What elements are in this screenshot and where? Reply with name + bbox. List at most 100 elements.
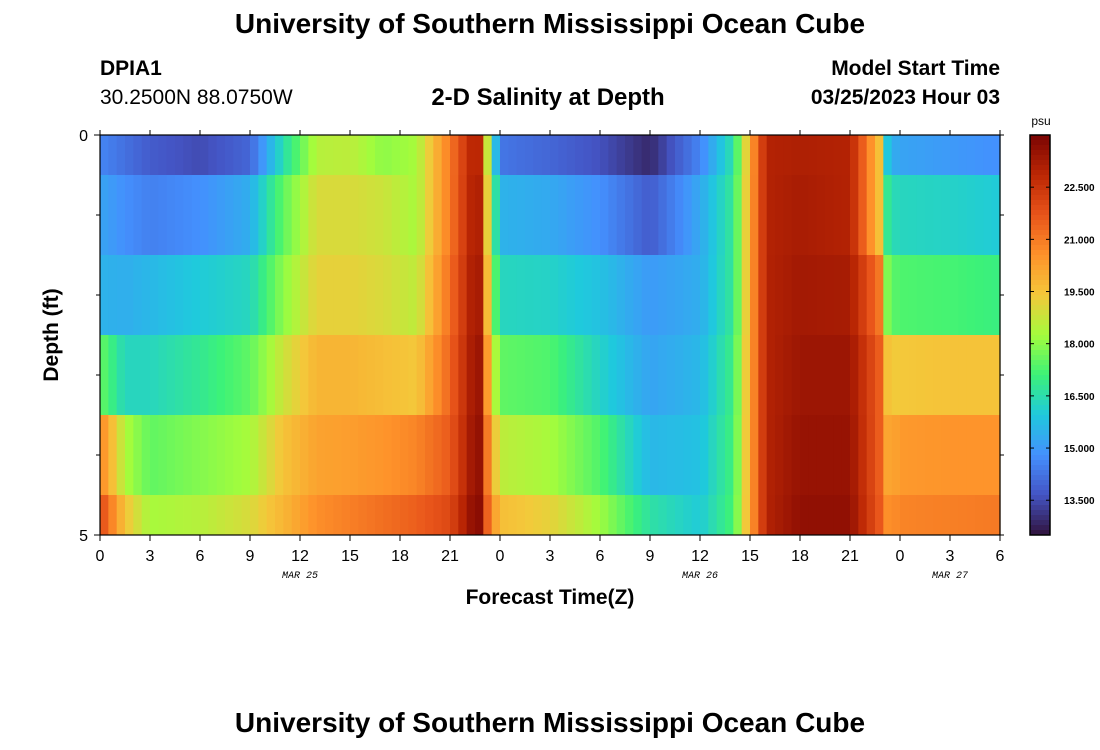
colorbar-tick-label: 21.000 — [1064, 235, 1095, 246]
x-tick-label: 3 — [146, 548, 155, 565]
heatmap-cell — [683, 495, 693, 535]
heatmap-cell — [933, 335, 943, 415]
heatmap-cell — [683, 415, 693, 495]
heatmap-cell — [541, 175, 551, 255]
heatmap-cell — [683, 175, 693, 255]
heatmap-cell — [350, 335, 359, 415]
heatmap-cell — [858, 335, 868, 415]
heatmap-cell — [975, 335, 984, 415]
heatmap-cell — [283, 175, 293, 255]
date-label: MAR 26 — [682, 571, 718, 582]
heatmap-cell — [408, 495, 418, 535]
heatmap-cell — [100, 415, 109, 495]
heatmap-cell — [233, 135, 243, 175]
colorbar-segment — [1030, 145, 1050, 151]
heatmap-cell — [758, 255, 768, 335]
heatmap-cell — [733, 255, 743, 335]
colorbar-segment — [1030, 405, 1050, 411]
heatmap-cell — [891, 415, 901, 495]
x-tick-label: 12 — [291, 548, 309, 565]
heatmap-cell — [550, 255, 559, 335]
chart-axes: 0 3 6 9 12 15 18 21 0 3 6 9 12 15 18 21 0 3 6 MAR 25 MAR 26 M… — [79, 128, 1004, 582]
heatmap-cell — [658, 415, 668, 495]
heatmap-cell — [525, 335, 534, 415]
heatmap-cell — [725, 255, 734, 335]
heatmap-cell — [491, 135, 501, 175]
heatmap-cell — [433, 175, 443, 255]
heatmap-cell — [850, 495, 859, 535]
heatmap-cell — [816, 175, 826, 255]
heatmap-cell — [625, 495, 634, 535]
heatmap-cell — [625, 175, 634, 255]
heatmap-cell — [116, 495, 126, 535]
heatmap-cell — [241, 135, 251, 175]
colorbar-segment — [1030, 220, 1050, 226]
heatmap-cell — [433, 135, 443, 175]
heatmap-cell — [475, 415, 484, 495]
heatmap-cell — [383, 135, 393, 175]
heatmap-cell — [933, 495, 943, 535]
heatmap-cell — [141, 415, 151, 495]
heatmap-cell — [958, 495, 968, 535]
heatmap-cell — [375, 255, 384, 335]
heatmap-cell — [266, 135, 276, 175]
heatmap-cell — [808, 335, 818, 415]
colorbar-segment — [1030, 375, 1050, 381]
heatmap-cell — [475, 255, 484, 335]
heatmap-cell — [125, 175, 134, 255]
heatmap-cell — [541, 495, 551, 535]
heatmap-cell — [500, 415, 509, 495]
heatmap-cell — [975, 415, 984, 495]
heatmap-cell — [508, 495, 518, 535]
colorbar-segment — [1030, 475, 1050, 481]
heatmap-cell — [233, 415, 243, 495]
heatmap-cell — [825, 255, 834, 335]
heatmap-cell — [850, 175, 859, 255]
y-axis-title: Depth (ft) — [40, 288, 63, 381]
heatmap-cell — [841, 175, 851, 255]
heatmap-cell — [666, 415, 676, 495]
heatmap-cell — [766, 255, 776, 335]
heatmap-cell — [533, 175, 543, 255]
heatmap-cell — [566, 495, 576, 535]
heatmap-cell — [958, 255, 968, 335]
heatmap-cell — [666, 135, 676, 175]
heatmap-cell — [775, 495, 784, 535]
heatmap-cell — [633, 135, 643, 175]
heatmap-cell — [316, 495, 326, 535]
heatmap-cell — [241, 415, 251, 495]
heatmap-cell — [733, 495, 743, 535]
heatmap-cell — [433, 335, 443, 415]
chart-title: 2-D Salinity at Depth — [431, 84, 665, 111]
colorbar-segment — [1030, 395, 1050, 401]
heatmap-cell — [200, 175, 209, 255]
colorbar-segment — [1030, 155, 1050, 161]
colorbar-segment — [1030, 420, 1050, 426]
heatmap-cell — [875, 415, 884, 495]
heatmap-cell — [258, 175, 268, 255]
heatmap-cell — [266, 175, 276, 255]
heatmap-cell — [700, 495, 709, 535]
heatmap-cell — [333, 335, 343, 415]
heatmap-cell — [633, 255, 643, 335]
colorbar-segment — [1030, 380, 1050, 386]
heatmap-cell — [966, 255, 976, 335]
heatmap-cell — [608, 175, 618, 255]
heatmap-cell — [966, 135, 976, 175]
heatmap-cell — [583, 495, 593, 535]
heatmap-cell — [883, 495, 893, 535]
heatmap-cell — [608, 135, 618, 175]
heatmap-cell — [166, 135, 176, 175]
heatmap-cell — [508, 135, 518, 175]
colorbar-segment — [1030, 270, 1050, 276]
heatmap-cell — [833, 335, 843, 415]
heatmap-cell — [458, 135, 468, 175]
heatmap-cell — [358, 415, 368, 495]
heatmap-cell — [325, 415, 334, 495]
x-tick-label: 3 — [546, 548, 555, 565]
heatmap-cell — [833, 495, 843, 535]
heatmap-cell — [675, 255, 684, 335]
colorbar-segment — [1030, 265, 1050, 271]
heatmap-cell — [641, 175, 651, 255]
colorbar-segment — [1030, 340, 1050, 346]
